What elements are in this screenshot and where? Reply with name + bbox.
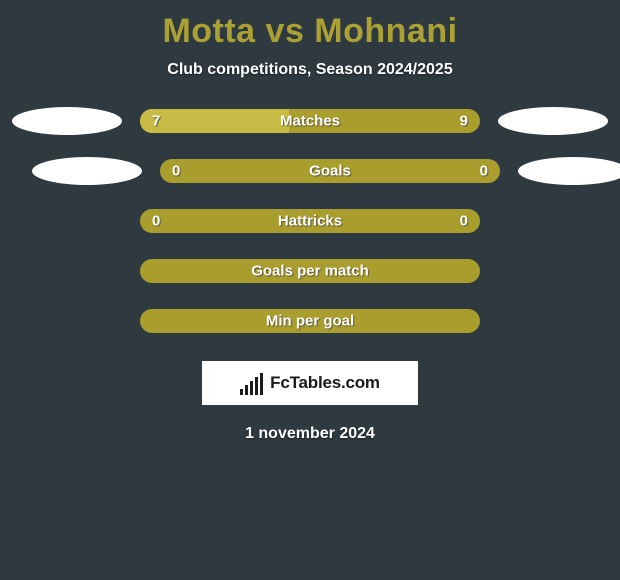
date-text: 1 november 2024 bbox=[0, 425, 620, 443]
side-gap bbox=[498, 207, 608, 235]
side-gap bbox=[12, 207, 122, 235]
stat-row-mpg: Min per goal bbox=[0, 307, 620, 335]
bar-chart-icon bbox=[240, 371, 264, 395]
comparison-card: Motta vs Mohnani Club competitions, Seas… bbox=[0, 0, 620, 580]
stat-row-matches: 7 Matches 9 bbox=[0, 107, 620, 135]
brand-badge[interactable]: FcTables.com bbox=[202, 361, 418, 405]
side-gap bbox=[498, 257, 608, 285]
stat-bar: 7 Matches 9 bbox=[140, 109, 480, 133]
stat-label: Matches bbox=[280, 113, 340, 130]
brand-text: FcTables.com bbox=[270, 373, 380, 393]
right-marker-ellipse bbox=[498, 107, 608, 135]
stat-left-value: 0 bbox=[152, 213, 160, 230]
stat-label: Hattricks bbox=[278, 213, 342, 230]
stat-right-value: 0 bbox=[460, 213, 468, 230]
stat-right-value: 0 bbox=[480, 163, 488, 180]
stat-row-gpm: Goals per match bbox=[0, 257, 620, 285]
stat-bar: Min per goal bbox=[140, 309, 480, 333]
side-gap bbox=[12, 257, 122, 285]
stat-row-goals: 0 Goals 0 bbox=[0, 157, 620, 185]
stat-bar: Goals per match bbox=[140, 259, 480, 283]
stat-label: Min per goal bbox=[266, 313, 354, 330]
right-marker-ellipse bbox=[518, 157, 620, 185]
stat-bar: 0 Hattricks 0 bbox=[140, 209, 480, 233]
side-gap bbox=[12, 307, 122, 335]
stat-rows: 7 Matches 9 0 Goals 0 0 Hattricks 0 bbox=[0, 107, 620, 335]
stat-left-value: 0 bbox=[172, 163, 180, 180]
stat-right-value: 9 bbox=[460, 113, 468, 130]
side-gap bbox=[498, 307, 608, 335]
stat-bar: 0 Goals 0 bbox=[160, 159, 500, 183]
left-marker-ellipse bbox=[32, 157, 142, 185]
stat-row-hattricks: 0 Hattricks 0 bbox=[0, 207, 620, 235]
stat-label: Goals bbox=[309, 163, 351, 180]
left-marker-ellipse bbox=[12, 107, 122, 135]
stat-left-value: 7 bbox=[152, 113, 160, 130]
stat-label: Goals per match bbox=[251, 263, 369, 280]
page-title: Motta vs Mohnani bbox=[0, 12, 620, 51]
subtitle: Club competitions, Season 2024/2025 bbox=[0, 61, 620, 79]
bar-fill-left bbox=[140, 109, 289, 133]
